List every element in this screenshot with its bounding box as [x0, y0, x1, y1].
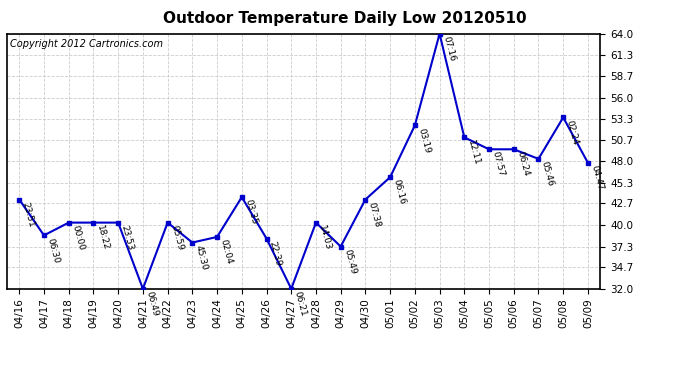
Text: 14:03: 14:03 [317, 224, 333, 251]
Text: 45:30: 45:30 [194, 244, 209, 271]
Text: 05:49: 05:49 [342, 248, 357, 275]
Text: 02:04: 02:04 [219, 238, 234, 266]
Text: 18:22: 18:22 [95, 224, 110, 251]
Text: 04:47: 04:47 [589, 164, 604, 191]
Text: 07:16: 07:16 [441, 35, 456, 63]
Text: 06:30: 06:30 [46, 237, 61, 264]
Text: 07:57: 07:57 [491, 151, 506, 178]
Text: 06:21: 06:21 [293, 290, 308, 317]
Text: 06:49: 06:49 [144, 290, 159, 317]
Text: 03:19: 03:19 [416, 127, 432, 154]
Text: 06:16: 06:16 [391, 178, 407, 206]
Text: Copyright 2012 Cartronics.com: Copyright 2012 Cartronics.com [10, 39, 163, 49]
Text: Outdoor Temperature Daily Low 20120510: Outdoor Temperature Daily Low 20120510 [164, 11, 526, 26]
Text: 23:53: 23:53 [119, 224, 135, 251]
Text: 03:35: 03:35 [243, 198, 259, 226]
Text: 07:38: 07:38 [367, 201, 382, 228]
Text: 05:59: 05:59 [169, 224, 184, 251]
Text: 23:51: 23:51 [21, 201, 36, 228]
Text: 12:11: 12:11 [466, 139, 481, 166]
Text: 05:46: 05:46 [540, 160, 555, 188]
Text: 06:24: 06:24 [515, 151, 531, 178]
Text: 22:39: 22:39 [268, 240, 283, 267]
Text: 00:00: 00:00 [70, 224, 86, 251]
Text: 02:24: 02:24 [564, 119, 580, 146]
